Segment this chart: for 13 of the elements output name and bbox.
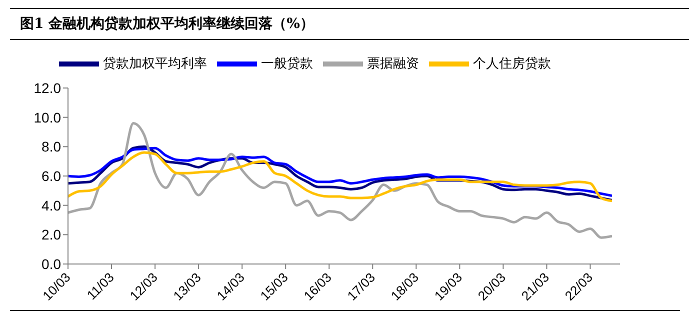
y-tick-label: 8.0	[42, 138, 62, 155]
y-tick-label: 2.0	[42, 226, 62, 243]
legend-label: 个人住房贷款	[473, 55, 551, 70]
legend-label: 票据融资	[367, 55, 419, 70]
legend-label: 贷款加权平均利率	[103, 55, 207, 70]
line-series	[68, 122, 612, 239]
y-tick-label: 4.0	[42, 197, 62, 214]
y-tick-label: 0.0	[42, 256, 62, 272]
y-tick-label: 10.0	[34, 109, 62, 126]
y-tick-label: 6.0	[42, 168, 62, 184]
chart-title: 图1 金融机构贷款加权平均利率继续回落（%）	[10, 8, 689, 40]
legend-label: 一般贷款	[261, 55, 313, 70]
y-tick-label: 12.0	[34, 80, 62, 96]
